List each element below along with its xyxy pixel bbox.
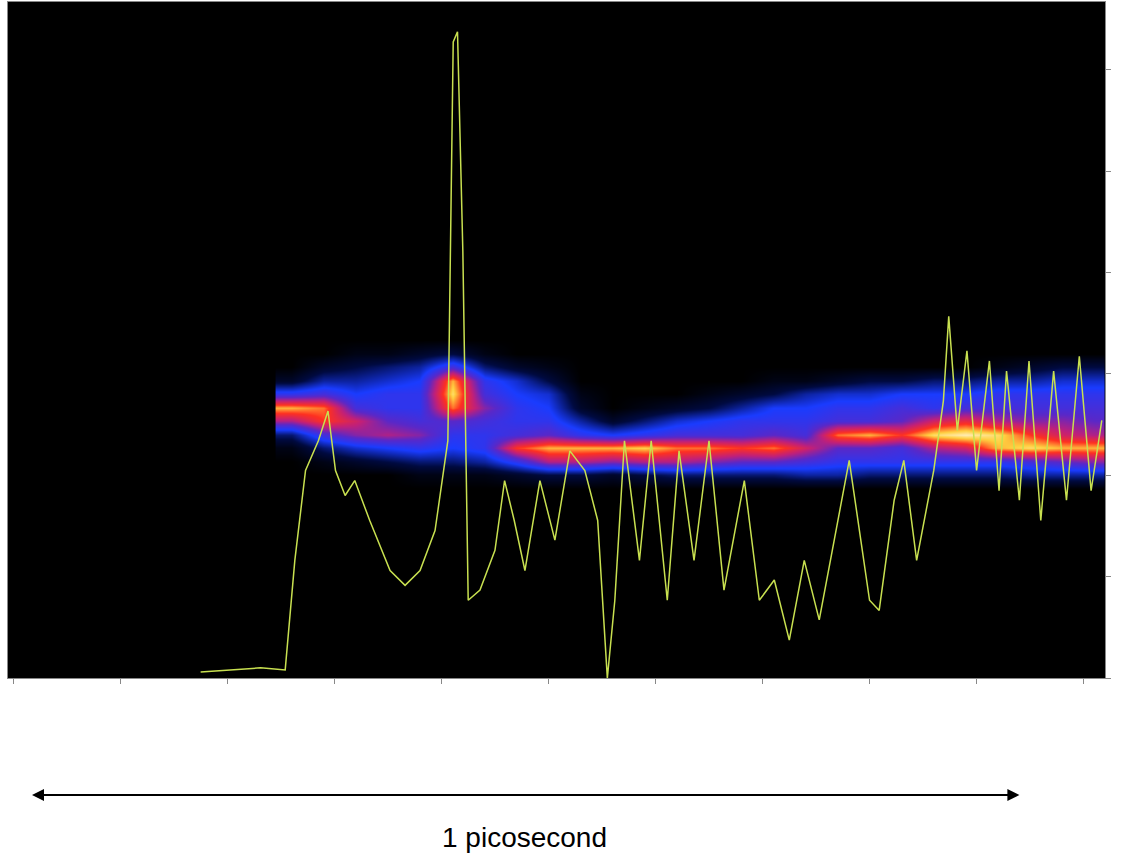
svg-text:1 picosecond: 1 picosecond — [442, 822, 607, 853]
